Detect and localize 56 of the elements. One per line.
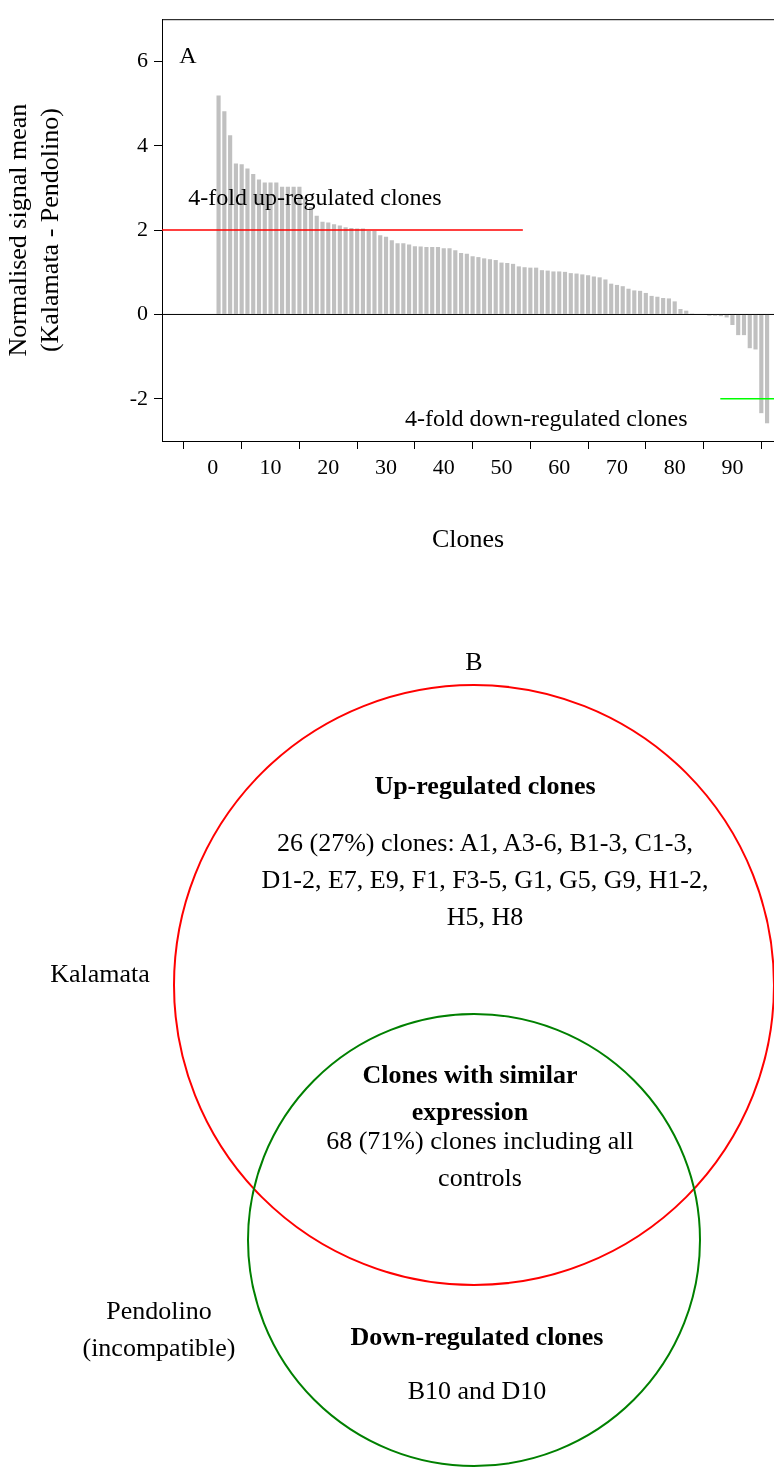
bar: [534, 267, 539, 314]
y-axis-title: Normalised signal mean (Kalamata - Pendolino): [3, 103, 64, 357]
bar: [637, 290, 643, 314]
bar: [510, 263, 516, 314]
bar: [383, 236, 389, 314]
bar: [516, 266, 521, 314]
x-tick-label: 10: [259, 453, 282, 479]
bar: [586, 275, 591, 314]
bar: [458, 252, 464, 314]
bar: [337, 225, 342, 314]
bar: [764, 314, 770, 424]
bar: [661, 298, 666, 314]
x-tick-label: 60: [548, 453, 571, 479]
x-tick-label: 0: [207, 453, 219, 479]
bar: [355, 228, 360, 314]
bar: [482, 258, 487, 314]
x-tick-label: 80: [663, 453, 686, 479]
y-tick-label: 6: [137, 47, 148, 73]
y-tick-label: -2: [129, 384, 148, 410]
bar: [666, 298, 671, 314]
text: B: [464, 646, 484, 678]
text: Down-regulated clones: [349, 1321, 605, 1353]
text: Pendolino (incompatible): [81, 1295, 237, 1364]
text: Clones with similar expression: [361, 1059, 579, 1128]
bar: [360, 228, 365, 314]
text: Kalamata: [49, 958, 151, 990]
x-tick-label: 70: [605, 453, 628, 479]
bar: [412, 246, 417, 314]
bar: [614, 284, 620, 314]
bar: [609, 283, 614, 314]
bar: [407, 244, 412, 314]
y-tick-label: 2: [137, 215, 148, 241]
bar: [591, 276, 596, 314]
text: 68 (71%) clones including all controls: [325, 1125, 635, 1194]
x-tick-label: 40: [432, 453, 455, 479]
bar: [741, 314, 747, 336]
text: 26 (27%) clones: A1, A3-6, B1-3, C1-3, D1-2, E7, E9, F1, F3-5, G1, G5, G9, H1-2, H5, H8: [260, 827, 710, 933]
text: Up-regulated clones: [373, 770, 597, 802]
x-tick-label: 20: [317, 453, 340, 479]
y-tick-label: 0: [137, 300, 148, 326]
x-tick-label: 90: [721, 453, 744, 479]
annotation: A: [179, 42, 198, 69]
bar: [464, 253, 469, 314]
bar: [331, 224, 337, 314]
bar: [643, 292, 648, 314]
bar: [487, 259, 493, 314]
bar: [539, 270, 544, 314]
bar: [435, 246, 441, 314]
x-axis-title: Clones: [431, 524, 505, 554]
x-tick-label: 30: [375, 453, 398, 479]
annotation: 4-fold up-regulated clones: [188, 183, 442, 210]
y-tick-label: 4: [137, 131, 148, 157]
annotation: 4-fold down-regulated clones: [404, 405, 688, 432]
bar: [562, 271, 568, 314]
x-tick-label: 50: [490, 453, 513, 479]
text: B10 and D10: [406, 1375, 548, 1407]
